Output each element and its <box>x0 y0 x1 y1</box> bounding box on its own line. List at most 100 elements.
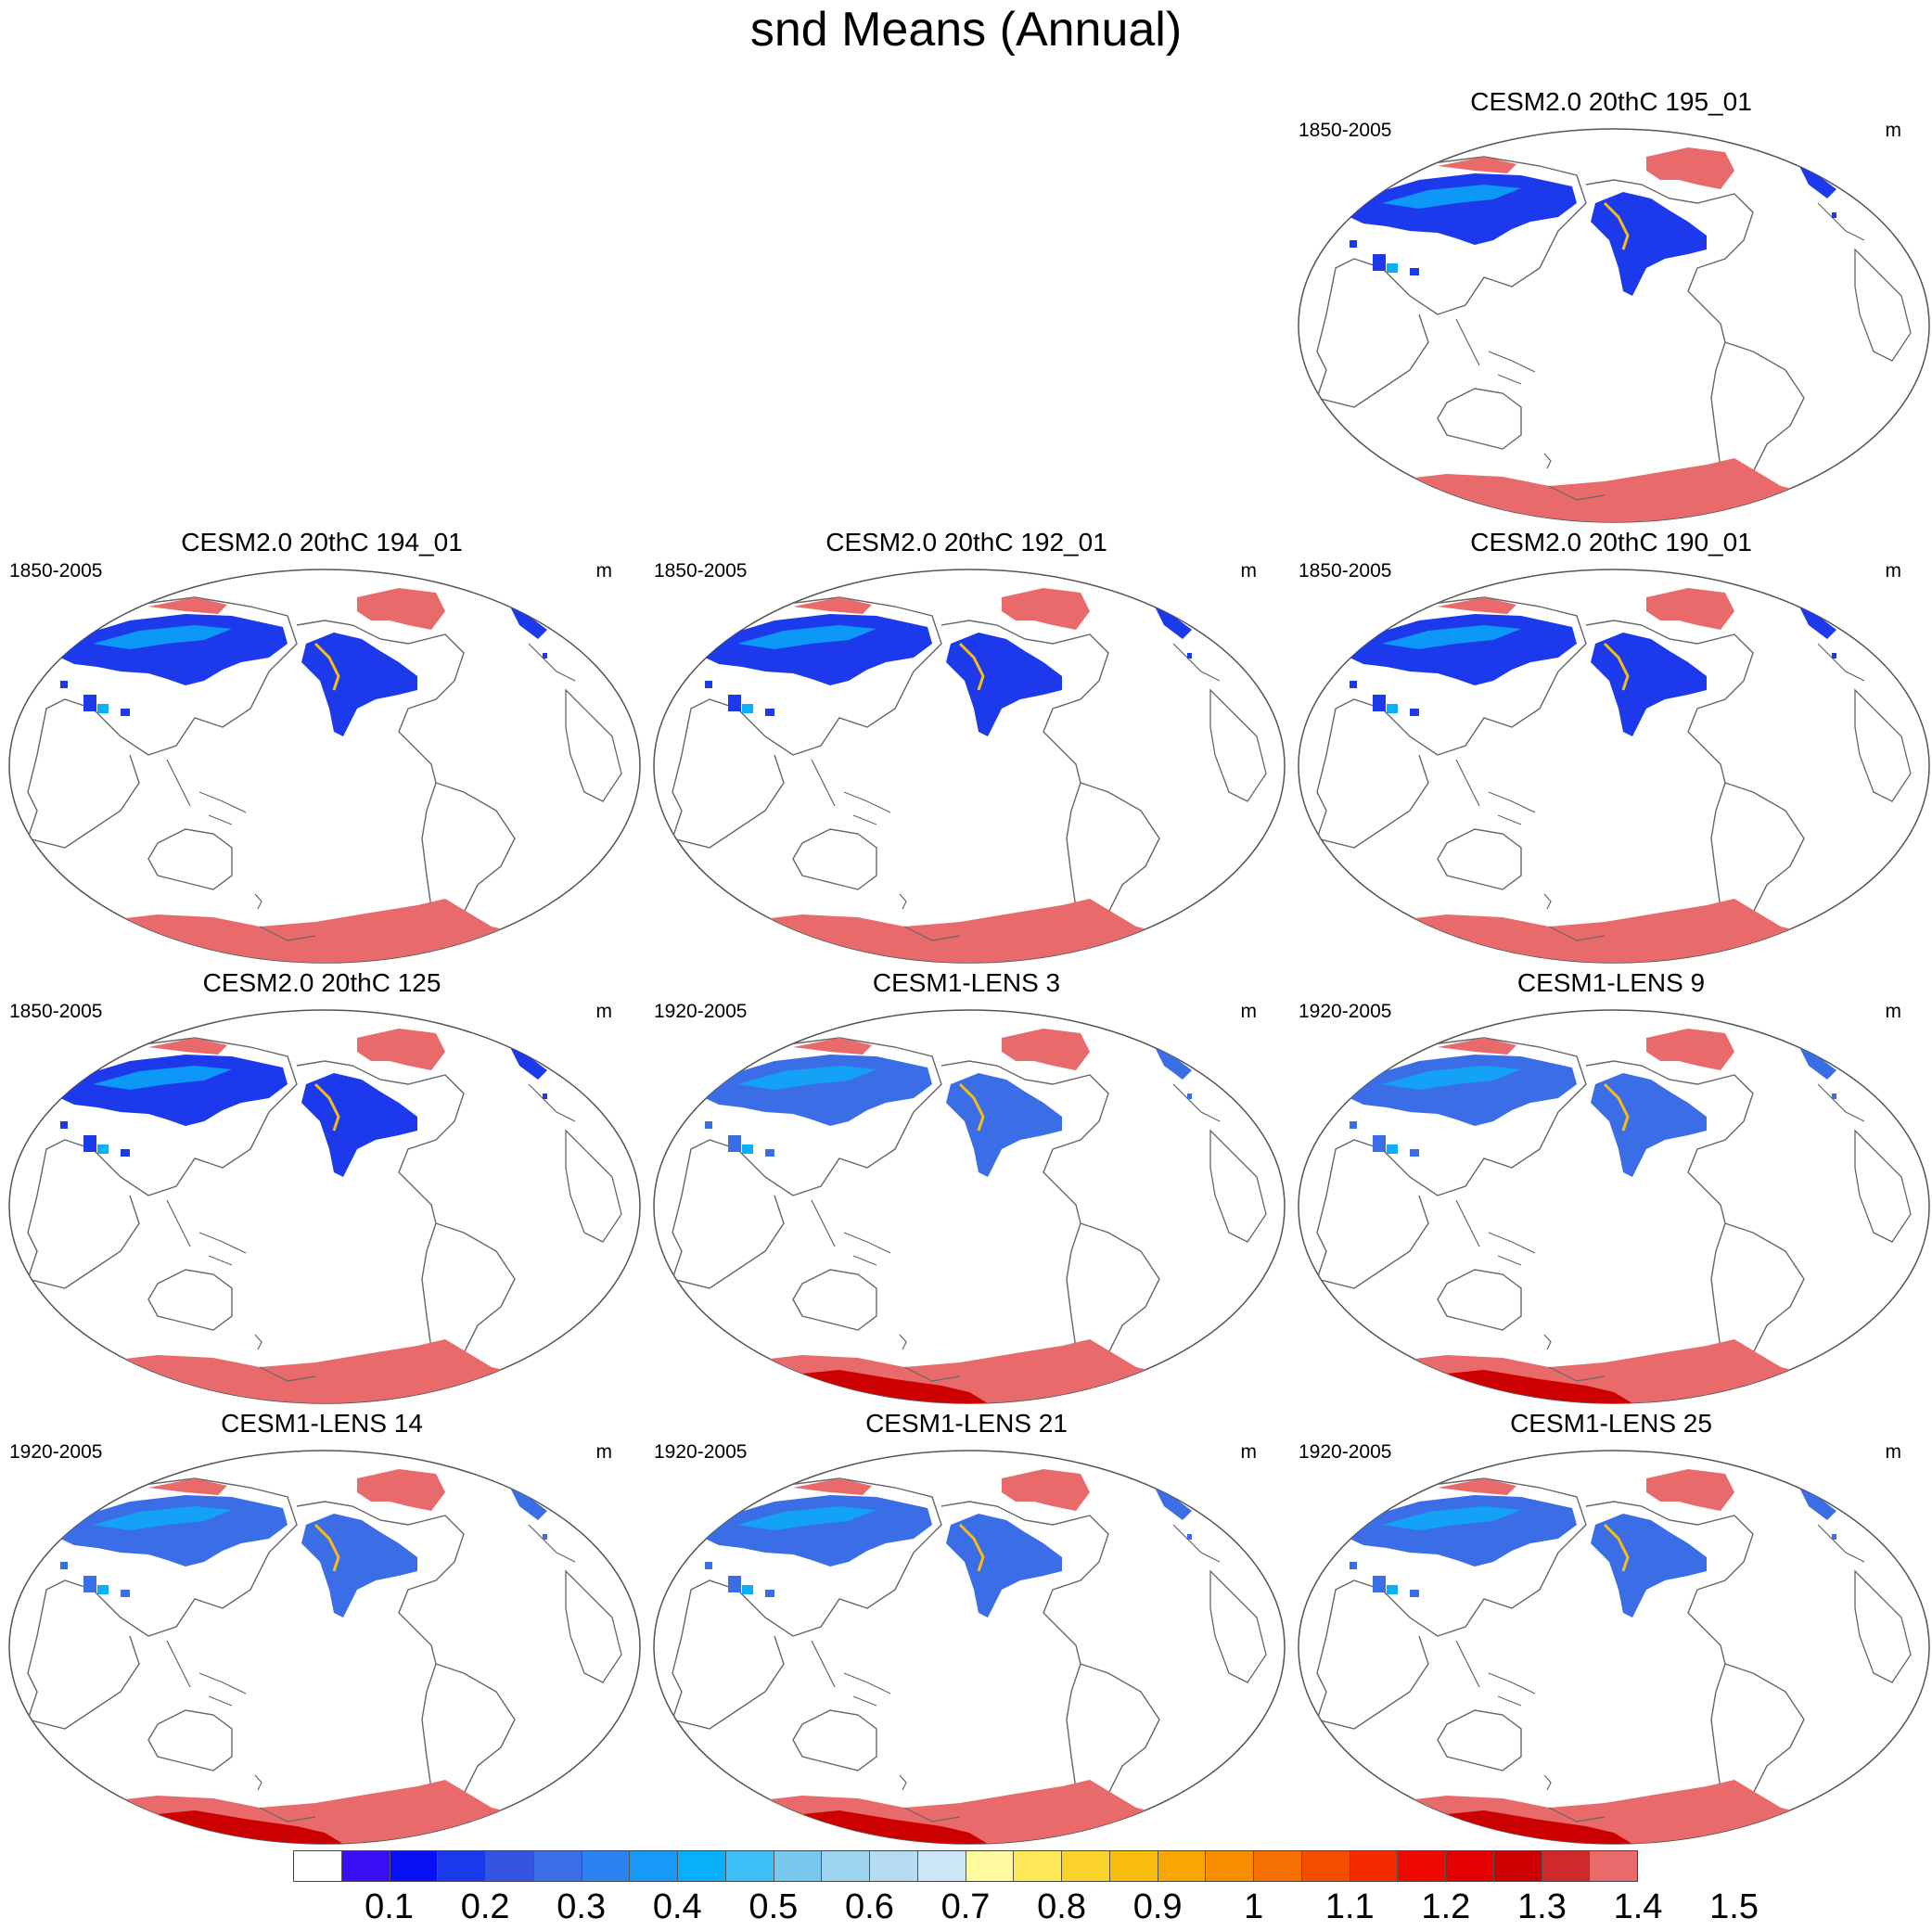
panel-units: m <box>595 560 613 582</box>
snow-depth-high-siberia <box>1438 1478 1516 1495</box>
coastline-australia <box>147 1709 233 1771</box>
coastline-eurasia <box>1316 156 1587 408</box>
coastline-africa <box>565 1569 622 1683</box>
colorbar-label: 1 <box>1244 1887 1264 1926</box>
map-panel: CESM1-LENS 9 1920-2005 m <box>1289 967 1932 1407</box>
map <box>8 569 641 964</box>
snow-depth-high-siberia <box>1438 157 1516 173</box>
colorbar-label: 0.9 <box>1132 1887 1183 1926</box>
map-panel: CESM2.0 20thC 190_01 1850-2005 m <box>1289 527 1932 966</box>
snow-cover-eurasia <box>60 614 288 685</box>
coastline-north-america <box>1585 1501 1754 1665</box>
coastline-north-america <box>1585 179 1754 343</box>
colorbar-label: 0.1 <box>365 1887 414 1926</box>
colorbar-box <box>917 1851 966 1881</box>
coastline-australia <box>1437 828 1522 890</box>
snow-depth-greenland <box>357 1029 445 1070</box>
coastline-africa <box>1209 1569 1267 1683</box>
panel-title: CESM1-LENS 25 <box>1510 1409 1712 1438</box>
map-panel: CESM2.0 20thC 194_01 1850-2005 m <box>0 527 644 966</box>
colorbar-box <box>1398 1851 1446 1881</box>
panel-units: m <box>1240 1001 1258 1022</box>
map <box>8 1450 641 1845</box>
coastline-north-america <box>296 620 465 784</box>
coastline-eurasia <box>27 1037 298 1289</box>
snow-depth-greenland <box>1646 1469 1734 1511</box>
colorbar-box <box>1446 1851 1494 1881</box>
panel-title: CESM2.0 20thC 125 <box>202 968 441 997</box>
coastline-africa <box>1209 1129 1267 1243</box>
colorbar: 0.1 0.2 0.3 0.4 0.5 0.6 0.7 0.8 0.9 1 1.1 1.2 1.3 1.4… <box>293 1850 1759 1929</box>
panel-title: CESM1-LENS 21 <box>865 1409 1068 1438</box>
snow-cover-eurasia <box>705 1055 932 1126</box>
coastline-eurasia <box>1316 596 1587 849</box>
snow-depth-high-siberia <box>1438 1038 1516 1055</box>
colorbar-box <box>1350 1851 1399 1881</box>
snow-cover-eurasia <box>1350 614 1577 685</box>
snow-depth-greenland <box>1002 588 1090 630</box>
snow-depth-greenland <box>357 588 445 630</box>
colorbar-label: 1.5 <box>1709 1887 1759 1926</box>
map-panel: CESM1-LENS 25 1920-2005 m <box>1289 1408 1932 1848</box>
colorbar-box <box>294 1851 342 1881</box>
colorbar-label: 0.4 <box>652 1887 702 1926</box>
panel-title: CESM1-LENS 14 <box>221 1409 423 1438</box>
snow-depth-high-siberia <box>148 1038 227 1055</box>
panel-title: CESM1-LENS 3 <box>872 968 1061 997</box>
snow-depth-greenland <box>1646 588 1734 630</box>
snow-depth-high-siberia <box>1438 597 1516 614</box>
snow-depth-greenland <box>1002 1029 1090 1070</box>
colorbar-label: 0.6 <box>845 1887 894 1926</box>
colorbar-box <box>533 1851 582 1881</box>
coastline-australia <box>792 828 877 890</box>
coastline-north-america <box>940 1501 1109 1665</box>
snow-depth-high-siberia <box>148 1478 227 1495</box>
panel-title: CESM2.0 20thC 194_01 <box>181 528 463 556</box>
colorbar-box <box>725 1851 774 1881</box>
colorbar-label: 1.2 <box>1421 1887 1471 1926</box>
panel-units: m <box>1240 560 1258 582</box>
colorbar-label: 0.7 <box>940 1887 991 1926</box>
colorbar-box <box>966 1851 1015 1881</box>
panel-title: CESM2.0 20thC 192_01 <box>825 528 1107 556</box>
snow-cover-eurasia <box>60 1055 288 1126</box>
coastline-eurasia <box>672 1477 942 1730</box>
colorbar-box <box>1254 1851 1302 1881</box>
colorbar-box <box>1301 1851 1350 1881</box>
colorbar-label: 0.3 <box>557 1887 607 1926</box>
coastline-eurasia <box>1316 1477 1587 1730</box>
coastline-australia <box>1437 1709 1522 1771</box>
colorbar-box <box>1014 1851 1062 1881</box>
figure-title: snd Means (Annual) <box>749 3 1183 57</box>
coastline-australia <box>147 828 233 890</box>
colorbar-box <box>1109 1851 1158 1881</box>
map <box>653 1009 1286 1404</box>
snow-cover-eurasia <box>1350 173 1577 245</box>
panel-units: m <box>595 1441 613 1463</box>
map <box>653 569 1286 964</box>
panel-units: m <box>595 1001 613 1022</box>
colorbar-box <box>390 1851 439 1881</box>
colorbar-box <box>438 1851 486 1881</box>
snow-depth-high-siberia <box>148 597 227 614</box>
coastline-north-america <box>296 1501 465 1665</box>
coastline-africa <box>565 1129 622 1243</box>
coastline-africa <box>1854 688 1912 802</box>
panel-period: 1850-2005 <box>654 560 748 582</box>
coastline-africa <box>565 688 622 802</box>
coastline-africa <box>1854 1129 1912 1243</box>
colorbar-box <box>1542 1851 1591 1881</box>
snow-cover-eurasia <box>60 1495 288 1567</box>
map <box>1298 128 1930 523</box>
colorbar-box <box>630 1851 678 1881</box>
coastline-eurasia <box>672 1037 942 1289</box>
snow-depth-greenland <box>1002 1469 1090 1511</box>
snow-depth-greenland <box>1646 1029 1734 1070</box>
colorbar-box <box>774 1851 823 1881</box>
colorbar-label: 0.5 <box>748 1887 799 1926</box>
snow-cover-eurasia <box>1350 1495 1577 1567</box>
panel-period: 1920-2005 <box>654 1441 748 1463</box>
colorbar-box <box>486 1851 534 1881</box>
map-panel: CESM2.0 20thC 195_01 1850-2005 m <box>1289 86 1932 526</box>
map <box>8 1009 641 1404</box>
